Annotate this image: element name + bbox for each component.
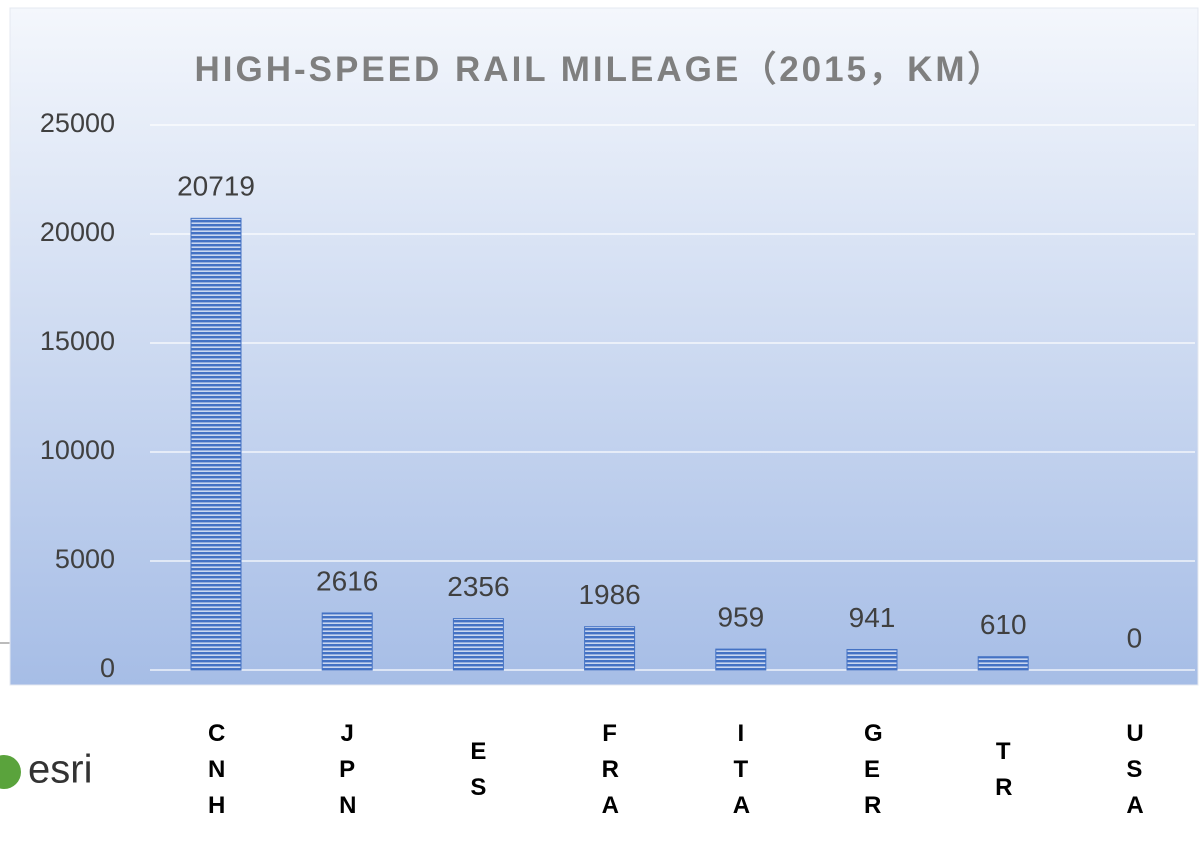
bar	[977, 656, 1029, 671]
chart-title: HIGH-SPEED RAIL MILEAGE（2015，KM）	[194, 50, 1006, 89]
y-tick-label: 10000	[40, 435, 115, 465]
x-tick-label-box: ITA	[711, 700, 771, 840]
x-tick-label-box: GER	[842, 700, 902, 840]
bar	[321, 612, 373, 671]
x-tick-label: FRA	[601, 720, 619, 819]
data-label: 20719	[177, 171, 255, 202]
x-tick-label-box: FRA	[580, 700, 640, 840]
y-tick-label: 15000	[40, 326, 115, 356]
esri-logo: esri	[0, 748, 92, 792]
bar	[190, 217, 242, 671]
y-tick-label: 5000	[55, 544, 115, 574]
logo-text: esri	[28, 748, 92, 792]
y-tick-label: 25000	[40, 108, 115, 138]
x-tick-label-box: USA	[1104, 700, 1164, 840]
data-label: 0	[1127, 622, 1143, 653]
x-tick-label-box: JPN	[317, 700, 377, 840]
x-tick-label-box: TR	[973, 700, 1033, 840]
logo-globe	[0, 755, 21, 789]
x-tick-label: USA	[1126, 720, 1144, 819]
bar	[584, 626, 636, 671]
bar	[715, 648, 767, 671]
x-tick-label: GER	[863, 720, 883, 819]
x-tick-label-box: ES	[448, 700, 508, 840]
x-tick-label: JPN	[339, 720, 357, 819]
data-label: 2356	[447, 571, 509, 602]
bar	[452, 618, 504, 671]
data-label: 941	[849, 602, 896, 633]
data-label: 959	[717, 601, 764, 632]
data-label: 1986	[578, 579, 640, 610]
bar	[846, 648, 898, 671]
data-label: 610	[980, 609, 1027, 640]
x-tick-label: CNH	[207, 720, 226, 819]
y-tick-label: 20000	[40, 217, 115, 247]
x-tick-label: ITA	[732, 720, 751, 819]
x-tick-label: TR	[995, 738, 1013, 801]
data-label: 2616	[316, 565, 378, 596]
x-tick-label-box: CNH	[186, 700, 246, 840]
x-tick-label: ES	[470, 738, 487, 801]
y-tick-label: 0	[100, 653, 115, 683]
